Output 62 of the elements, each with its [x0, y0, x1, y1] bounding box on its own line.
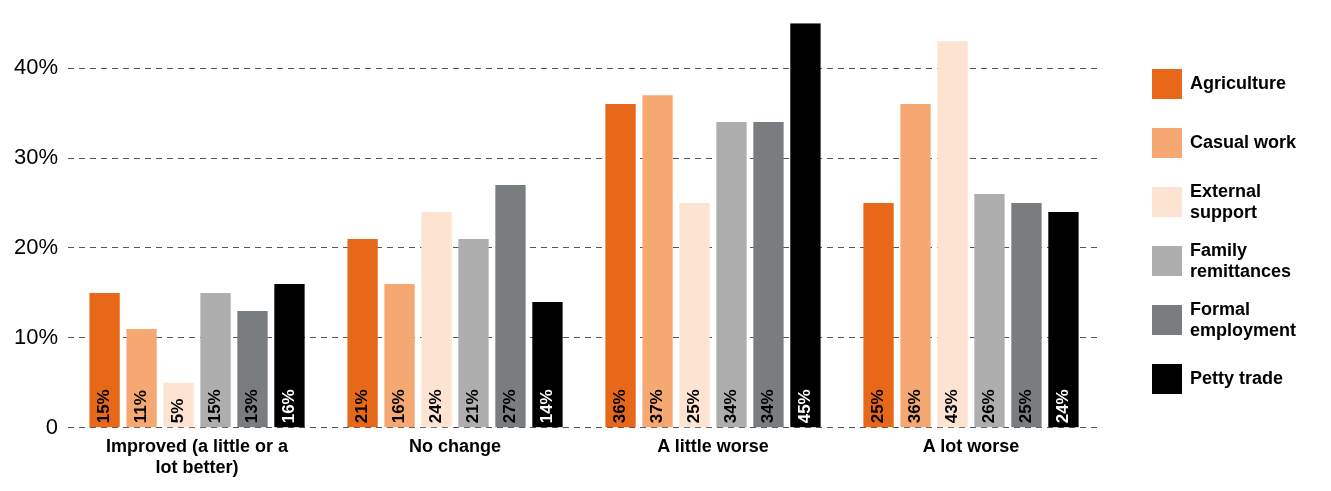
bar: [347, 238, 378, 428]
bar: [605, 104, 636, 428]
data-label: 24%: [1053, 389, 1073, 424]
data-label: 37%: [647, 389, 667, 424]
y-tick-label: 20%: [13, 234, 59, 260]
bar: [716, 122, 747, 428]
data-label: 43%: [942, 389, 962, 424]
bar: [900, 104, 931, 428]
x-tick-label: A lot worse: [922, 435, 1020, 456]
y-tick-label: 40%: [13, 54, 59, 80]
data-label: 27%: [500, 389, 520, 424]
data-label: 34%: [758, 389, 778, 424]
bar: [974, 194, 1005, 428]
x-tick-label: No change: [409, 435, 502, 456]
bar: [495, 185, 526, 428]
data-label: 15%: [94, 389, 114, 424]
data-label: 36%: [610, 389, 630, 424]
bar: [1011, 203, 1042, 428]
data-label: 13%: [242, 389, 262, 424]
bar: [89, 292, 120, 428]
data-label: 26%: [979, 389, 999, 424]
data-label: 11%: [131, 390, 151, 424]
legend-label: Family remittances: [1190, 239, 1293, 282]
data-label: 45%: [795, 389, 815, 424]
legend-label: Petty trade: [1190, 368, 1284, 389]
bar: [863, 203, 894, 428]
data-label: 21%: [463, 389, 483, 424]
data-label: 25%: [1016, 389, 1036, 424]
bar: [421, 212, 452, 428]
bar: [790, 23, 821, 428]
legend-label: External support: [1190, 180, 1263, 223]
y-tick-label: 0: [45, 413, 59, 439]
bar: [753, 122, 784, 428]
bar: [237, 310, 268, 428]
legend-label: Casual work: [1190, 132, 1297, 153]
x-tick-label: Improved (a little or a lot better): [106, 435, 290, 478]
data-label: 14%: [537, 389, 557, 424]
y-tick-label: 30%: [13, 144, 59, 170]
bar: [642, 95, 673, 428]
bar: [458, 238, 489, 428]
data-label: 25%: [868, 389, 888, 424]
y-tick-label: 10%: [13, 323, 59, 349]
bar: [384, 283, 415, 428]
data-label: 25%: [684, 389, 704, 424]
data-label: 15%: [205, 389, 225, 424]
bar: [532, 301, 563, 428]
data-label: 21%: [352, 389, 372, 424]
data-label: 16%: [279, 389, 299, 424]
bar: [126, 328, 157, 428]
data-label: 24%: [426, 389, 446, 424]
bar: [679, 203, 710, 428]
data-label: 36%: [905, 389, 925, 424]
bar: [1048, 212, 1079, 428]
bar: [937, 41, 968, 428]
data-label: 5%: [168, 398, 188, 424]
bar: [274, 283, 305, 428]
data-label: 34%: [721, 389, 741, 424]
x-tick-label: A little worse: [657, 435, 769, 456]
data-label: 16%: [389, 389, 409, 424]
legend-label: Formal employment: [1190, 298, 1298, 341]
legend-label: Agriculture: [1190, 73, 1287, 94]
bar: [200, 292, 231, 428]
